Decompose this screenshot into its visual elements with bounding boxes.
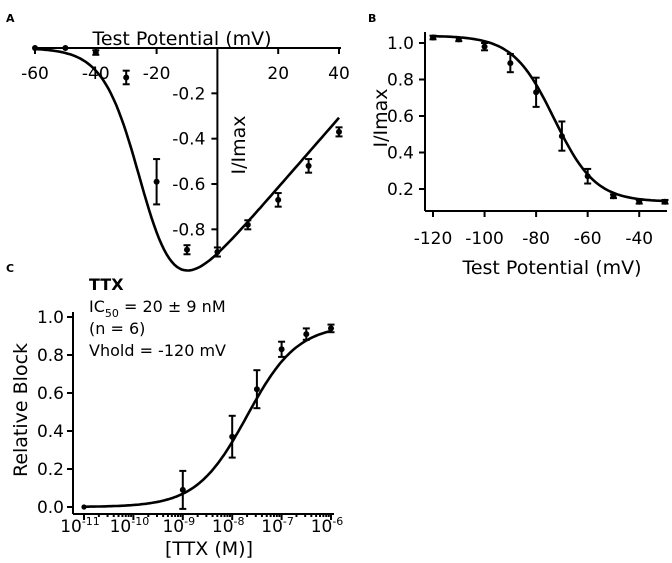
panel-a-x-tick-label: -60 xyxy=(21,64,49,84)
panel-a-data-point xyxy=(214,249,221,255)
panel-c-fit-curve xyxy=(84,329,332,508)
panel-b-inactivation-curve: Test Potential (mV) I/Imax -120 -100 -80 -6… xyxy=(370,32,669,279)
panel-a-data-point xyxy=(184,246,190,253)
panel-b-data-point xyxy=(455,36,462,43)
panel-c-x-tick-label: 10-10 xyxy=(110,515,150,537)
panel-c-ic50-annotation: IC50 = 20 ± 9 nM xyxy=(89,297,226,320)
panel-a-y-tick-label: -0.8 xyxy=(172,220,205,240)
panel-b-y-tick-label: 0.8 xyxy=(387,71,414,91)
panel-c-data-point xyxy=(253,386,260,393)
panel-c-n-annotation: (n = 6) xyxy=(89,319,145,338)
panel-c-data-point xyxy=(328,325,334,332)
panel-c-vhold-annotation: Vhold = -120 mV xyxy=(89,341,226,360)
panel-b-data-point xyxy=(481,43,488,50)
panel-letter-a: A xyxy=(6,12,15,25)
panel-a-data-point xyxy=(305,162,312,169)
panel-b-x-tick-label: -100 xyxy=(465,229,504,249)
panel-a-x-tick-label: -20 xyxy=(143,64,171,84)
panel-b-x-tick-label: -40 xyxy=(625,229,653,249)
panel-b-data-point xyxy=(533,89,540,96)
panel-c-x-tick-label: 10-8 xyxy=(212,515,245,537)
panel-a-data-point xyxy=(153,178,160,185)
panel-a-x-axis-title: Test Potential (mV) xyxy=(91,28,271,50)
panel-a-x-tick-label: 20 xyxy=(267,64,289,84)
panel-c-x-tick-label: 10-7 xyxy=(261,515,294,537)
panel-b-x-axis-title: Test Potential (mV) xyxy=(461,257,641,279)
panel-letter-c: C xyxy=(6,262,14,275)
panel-c-y-tick-label: 0.8 xyxy=(37,346,64,366)
panel-a-y-tick-label: -0.6 xyxy=(172,175,205,195)
panel-c-y-tick-label: 0.6 xyxy=(37,384,64,404)
panel-letter-b: B xyxy=(368,12,376,25)
panel-a-data-point xyxy=(275,196,282,203)
panel-a-data-point xyxy=(336,128,342,135)
panel-b-y-tick-label: 0.2 xyxy=(387,180,414,200)
panel-a-data-point xyxy=(32,45,38,51)
panel-c-y-tick-label: 0.2 xyxy=(37,460,64,480)
panel-a-y-tick-label: -0.2 xyxy=(172,84,205,104)
panel-b-data-point xyxy=(584,173,591,180)
panel-c-y-tick-label: 0.0 xyxy=(37,498,64,518)
panel-c-y-tick-label: 1.0 xyxy=(37,308,64,328)
panel-b-fit-curve xyxy=(433,34,666,203)
panel-b-data-point xyxy=(610,193,617,200)
panel-c-data-point xyxy=(303,331,310,338)
panel-c-y-tick-label: 0.4 xyxy=(37,422,64,442)
panel-b-x-tick-label: -80 xyxy=(522,229,550,249)
panel-c-dose-response: TTX IC50 = 20 ± 9 nM (n = 6) Vhold = -12… xyxy=(10,275,343,560)
panel-b-data-point xyxy=(558,133,565,140)
panel-c-x-axis-title: [TTX (M)] xyxy=(165,538,253,560)
panel-b-data-point xyxy=(430,34,436,41)
panel-c-y-axis-title: Relative Block xyxy=(10,343,32,477)
panel-a-y-axis-title: I/Imax xyxy=(228,115,250,174)
panel-b-x-tick-label: -120 xyxy=(414,229,453,249)
panel-b-y-tick-label: 0.4 xyxy=(387,144,414,164)
panel-a-fit-curve xyxy=(34,47,340,272)
panel-b-data-point xyxy=(636,198,643,205)
panel-c-data-point xyxy=(229,433,236,440)
panel-a-data-point xyxy=(92,49,99,56)
panel-c-title: TTX xyxy=(89,275,124,294)
panel-c-x-tick-label: 10-9 xyxy=(162,515,195,537)
panel-b-y-axis-title: I/Imax xyxy=(370,88,392,147)
panel-c-x-tick-label: 10-6 xyxy=(311,515,344,537)
panel-a-y-tick-label: -0.4 xyxy=(172,130,205,150)
panel-a-data-point xyxy=(62,45,69,51)
panel-c-data-point xyxy=(278,346,285,353)
panel-b-y-tick-label: 1.0 xyxy=(387,34,414,54)
panel-c-data-point xyxy=(179,486,186,493)
panel-c-data-point xyxy=(81,504,87,510)
panel-a-x-tick-label: 40 xyxy=(328,64,350,84)
panel-a-data-point xyxy=(123,74,130,81)
panel-a-x-tick-label: -40 xyxy=(82,64,110,84)
panel-a-iv-curve: Test Potential (mV) I/Imax -60 -40 -20 20 40… xyxy=(21,28,350,272)
panel-b-data-point xyxy=(507,60,514,67)
panel-a-data-point xyxy=(244,221,251,228)
panel-b-y-tick-label: 0.6 xyxy=(387,107,414,127)
panel-c-x-tick-label: 10-11 xyxy=(60,515,100,537)
panel-b-data-point xyxy=(662,198,668,205)
panel-b-x-tick-label: -60 xyxy=(574,229,602,249)
